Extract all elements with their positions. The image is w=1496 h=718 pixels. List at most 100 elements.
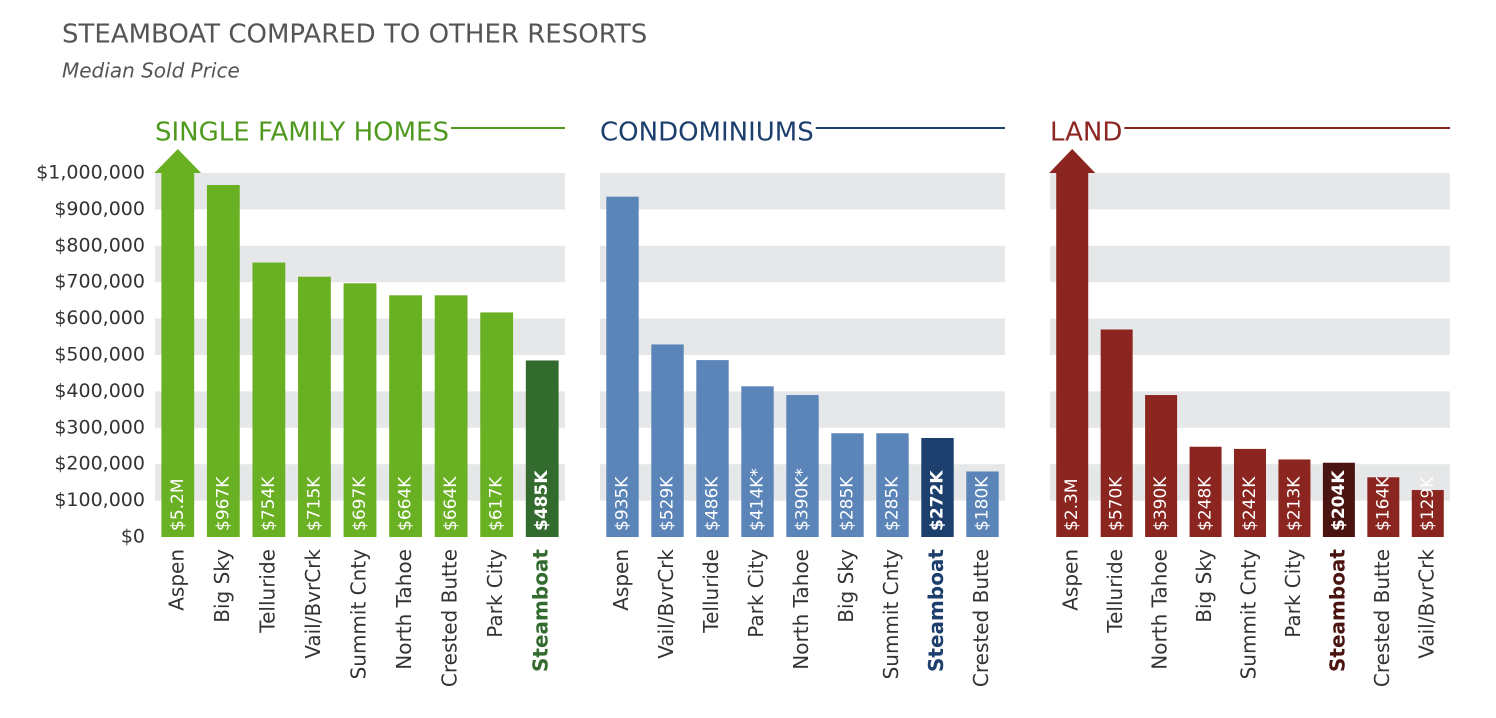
bar bbox=[1100, 329, 1133, 537]
x-tick-label: North Tahoe bbox=[392, 549, 416, 670]
value-label: $204K bbox=[1329, 470, 1349, 531]
x-tick-label: Vail/BvrCrk bbox=[301, 549, 325, 659]
bar bbox=[786, 395, 819, 537]
y-tick-label: $300,000 bbox=[54, 416, 145, 438]
grid-band bbox=[1050, 173, 1450, 210]
value-label: $414K* bbox=[748, 468, 768, 531]
value-label: $213K bbox=[1284, 476, 1304, 531]
bar bbox=[1322, 462, 1355, 537]
x-tick-label: Crested Butte bbox=[1370, 549, 1394, 687]
x-tick-label: Big Sky bbox=[210, 549, 234, 623]
value-label: $754K bbox=[259, 476, 279, 531]
bar bbox=[966, 471, 999, 537]
chart-subtitle: Median Sold Price bbox=[62, 59, 240, 83]
bar bbox=[343, 283, 377, 537]
bar bbox=[206, 185, 240, 537]
y-tick-label: $100,000 bbox=[54, 489, 145, 511]
value-label: $248K bbox=[1196, 476, 1216, 531]
x-tick-label: Crested Butte bbox=[969, 549, 993, 687]
value-label: $935K bbox=[613, 476, 633, 531]
y-tick-label: $0 bbox=[121, 526, 145, 548]
value-label: $570K bbox=[1107, 476, 1127, 531]
bars bbox=[161, 173, 559, 537]
x-tick-label: Steamboat bbox=[924, 549, 948, 672]
value-label: $2.3M bbox=[1062, 478, 1082, 531]
bar bbox=[161, 173, 195, 537]
grid-band bbox=[600, 173, 1005, 210]
value-label: $390K* bbox=[793, 468, 813, 531]
bar bbox=[741, 386, 774, 537]
value-label: $664K bbox=[396, 476, 416, 531]
x-tick-label: Park City bbox=[744, 549, 768, 638]
bar bbox=[606, 196, 639, 537]
bars bbox=[606, 196, 999, 537]
x-tick-label: Vail/BvrCrk bbox=[654, 549, 678, 659]
x-tick-label: Park City bbox=[1281, 549, 1305, 638]
y-tick-label: $900,000 bbox=[54, 198, 145, 220]
bar bbox=[480, 312, 514, 537]
value-label: $967K bbox=[213, 476, 233, 531]
value-label: $272K bbox=[928, 470, 948, 531]
x-tick-label: Telluride bbox=[255, 549, 279, 634]
value-label: $285K bbox=[838, 476, 858, 531]
grid-band bbox=[1050, 245, 1450, 283]
x-tick-label: Steamboat bbox=[1325, 549, 1349, 672]
value-label: $390K bbox=[1151, 476, 1171, 531]
chart-title: STEAMBOAT COMPARED TO OTHER RESORTS bbox=[62, 20, 647, 50]
bar bbox=[1367, 477, 1400, 537]
bar bbox=[1411, 490, 1444, 537]
x-tick-label: Aspen bbox=[609, 549, 633, 611]
x-tick-label: North Tahoe bbox=[789, 549, 813, 670]
y-tick-label: $600,000 bbox=[54, 307, 145, 329]
bar bbox=[252, 262, 286, 537]
bar bbox=[651, 344, 684, 537]
x-tick-label: Vail/BvrCrk bbox=[1414, 549, 1438, 659]
value-label: $486K bbox=[703, 476, 723, 531]
value-label: $485K bbox=[532, 470, 552, 531]
x-tick-label: Park City bbox=[483, 549, 507, 638]
x-tick-label: Aspen bbox=[1059, 549, 1083, 611]
value-label: $242K bbox=[1240, 476, 1260, 531]
value-label: $617K bbox=[487, 476, 507, 531]
bar bbox=[1056, 173, 1089, 537]
value-label: $529K bbox=[658, 476, 678, 531]
value-label: $664K bbox=[441, 476, 461, 531]
bar bbox=[921, 437, 954, 537]
value-label: $5.2M bbox=[168, 478, 188, 531]
bar bbox=[298, 276, 331, 537]
panel-title: LAND bbox=[1050, 118, 1122, 148]
bar bbox=[696, 360, 729, 537]
y-tick-label: $700,000 bbox=[54, 271, 145, 293]
bar bbox=[434, 295, 468, 537]
bar bbox=[389, 295, 422, 537]
x-tick-label: Crested Butte bbox=[438, 549, 462, 687]
grid-band bbox=[600, 245, 1005, 283]
y-tick-label: $500,000 bbox=[54, 344, 145, 366]
y-tick-label: $200,000 bbox=[54, 453, 145, 475]
value-label: $180K bbox=[973, 476, 993, 531]
bar bbox=[1278, 459, 1311, 537]
bar bbox=[1145, 395, 1178, 537]
bar bbox=[876, 433, 909, 537]
y-tick-label: $1,000,000 bbox=[36, 162, 145, 184]
y-tick-label: $400,000 bbox=[54, 380, 145, 402]
panel-title: CONDOMINIUMS bbox=[600, 118, 814, 148]
value-label: $164K bbox=[1373, 476, 1393, 531]
bar bbox=[1189, 446, 1222, 537]
value-label: $715K bbox=[304, 476, 324, 531]
x-tick-label: Telluride bbox=[699, 549, 723, 634]
x-tick-label: Big Sky bbox=[834, 549, 858, 623]
bars bbox=[1056, 173, 1444, 537]
y-tick-label: $800,000 bbox=[54, 234, 145, 256]
x-tick-label: Steamboat bbox=[529, 549, 553, 672]
panel-title: SINGLE FAMILY HOMES bbox=[155, 118, 449, 148]
bar bbox=[525, 360, 559, 537]
overflow-arrow bbox=[154, 149, 202, 173]
x-tick-label: Summit Cnty bbox=[347, 549, 371, 680]
overflow-arrow bbox=[1049, 149, 1096, 173]
value-label: $285K bbox=[883, 476, 903, 531]
bar bbox=[831, 433, 864, 537]
x-tick-label: North Tahoe bbox=[1148, 549, 1172, 670]
x-tick-label: Aspen bbox=[164, 549, 188, 611]
